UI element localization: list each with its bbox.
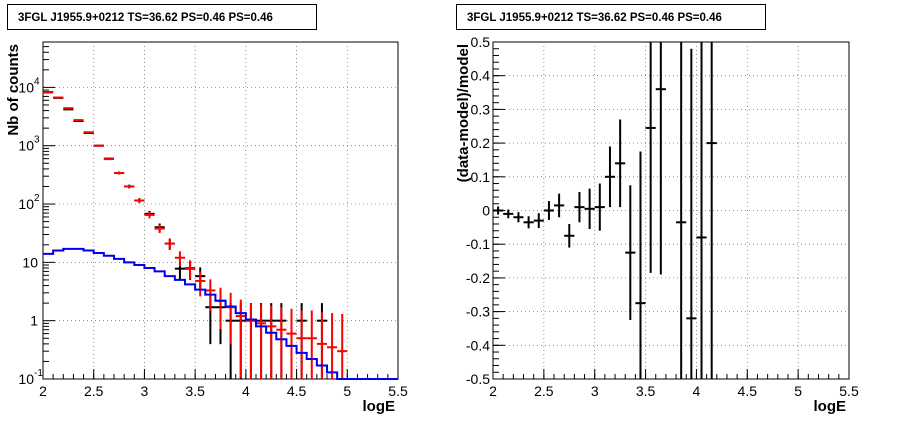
y-tick-label: 1 [30, 313, 38, 329]
y-tick-label: 0.1 [471, 169, 491, 185]
left-chart-title: 3FGL J1955.9+0212 TS=36.62 PS=0.46 PS=0.… [7, 4, 317, 30]
x-tick-label: 4.5 [738, 383, 758, 399]
data-point [604, 146, 616, 208]
data-point [174, 251, 185, 267]
data-point [245, 303, 256, 379]
data-point [114, 171, 125, 175]
data-point [256, 304, 267, 379]
data-point [63, 107, 74, 110]
y-tick-label: -0.3 [466, 304, 490, 320]
x-tick-label: 3 [141, 383, 149, 399]
data-point [103, 158, 114, 161]
data-point [164, 238, 175, 250]
y-tick-label: -0.5 [466, 371, 490, 387]
data-point [655, 42, 666, 275]
x-tick-label: 3.5 [185, 383, 205, 399]
data-point [594, 183, 605, 231]
data-point [185, 260, 196, 280]
y-tick-label: -0.1 [466, 236, 490, 252]
data-point [625, 185, 636, 321]
x-tick-label: 5.5 [388, 383, 408, 399]
right-chart-panel: 2 2.5 3 3.5 4 4.5 5 5.5 -0.5 -0.4 -0.3 -0.2 -0.1 0 0.1… [455, 34, 859, 415]
data-point [276, 307, 287, 379]
data-point [543, 201, 555, 220]
data-point [554, 193, 565, 218]
data-point [696, 42, 707, 379]
data-point [635, 151, 646, 379]
data-point [124, 184, 135, 189]
x-axis-label: logE [814, 398, 847, 415]
x-tick-label: 5 [343, 383, 351, 399]
y-tick-label: 0.5 [471, 34, 491, 50]
data-point [306, 310, 317, 379]
y-tick-exponent: -1 [34, 368, 43, 379]
y-tick-label: 0.2 [471, 135, 491, 151]
data-point [645, 42, 656, 273]
data-point [144, 211, 155, 219]
data-point [53, 96, 64, 99]
data-point [615, 119, 626, 208]
model-step-line [43, 247, 398, 380]
y-tick-label: 0.4 [471, 68, 491, 84]
x-tick-label: 2 [489, 383, 497, 399]
x-tick-label: 5.5 [839, 383, 859, 399]
y-tick-label: 10 [18, 196, 34, 212]
x-tick-label: 5 [794, 383, 802, 399]
y-tick-label: 0 [482, 203, 490, 219]
x-tick-label: 3.5 [636, 383, 656, 399]
data-point [83, 131, 94, 134]
data-point [337, 314, 348, 379]
data-point [584, 188, 595, 230]
x-axis-label: logE [363, 398, 396, 415]
data-point [286, 308, 297, 379]
data-point [327, 313, 338, 379]
x-tick-label: 3 [591, 383, 599, 399]
y-axis-label: Nb of counts [5, 44, 22, 136]
data-point [73, 119, 84, 122]
y-tick-label: -0.4 [466, 337, 490, 353]
data-point [316, 312, 327, 379]
data-point [676, 42, 687, 379]
x-tick-label: 4 [693, 383, 701, 399]
y-tick-label: 10 [18, 371, 34, 387]
data-point [266, 305, 277, 379]
data-point [195, 271, 206, 297]
y-tick-label: 10 [18, 79, 34, 95]
data-point [43, 91, 54, 94]
x-tick-label: 2.5 [84, 383, 104, 399]
data-point [296, 310, 307, 379]
data-point [93, 144, 104, 147]
x-tick-label: 4 [242, 383, 250, 399]
x-tick-label: 2 [39, 383, 47, 399]
y-tick-exponent: 4 [34, 76, 40, 87]
data-point [493, 206, 504, 215]
y-axis-label: (data-model)/model [455, 44, 472, 182]
right-chart-title: 3FGL J1955.9+0212 TS=36.62 PS=0.46 PS=0.… [456, 4, 766, 30]
data-point [564, 223, 575, 248]
data-point [503, 209, 514, 219]
y-tick-label: 0.3 [471, 101, 491, 117]
x-tick-label: 4.5 [287, 383, 307, 399]
data-point [134, 198, 145, 203]
data-point [574, 191, 585, 223]
y-tick-exponent: 2 [34, 193, 40, 204]
y-tick-exponent: 3 [34, 135, 40, 146]
data-point [154, 224, 165, 234]
data-point [686, 48, 697, 379]
y-tick-label: -0.2 [466, 270, 490, 286]
data-point [513, 212, 524, 223]
data-point [523, 216, 534, 229]
data-point [533, 213, 544, 229]
y-tick-label: 10 [18, 138, 34, 154]
y-tick-label: 10 [22, 254, 38, 270]
x-tick-label: 2.5 [534, 383, 554, 399]
data-point [706, 42, 717, 379]
